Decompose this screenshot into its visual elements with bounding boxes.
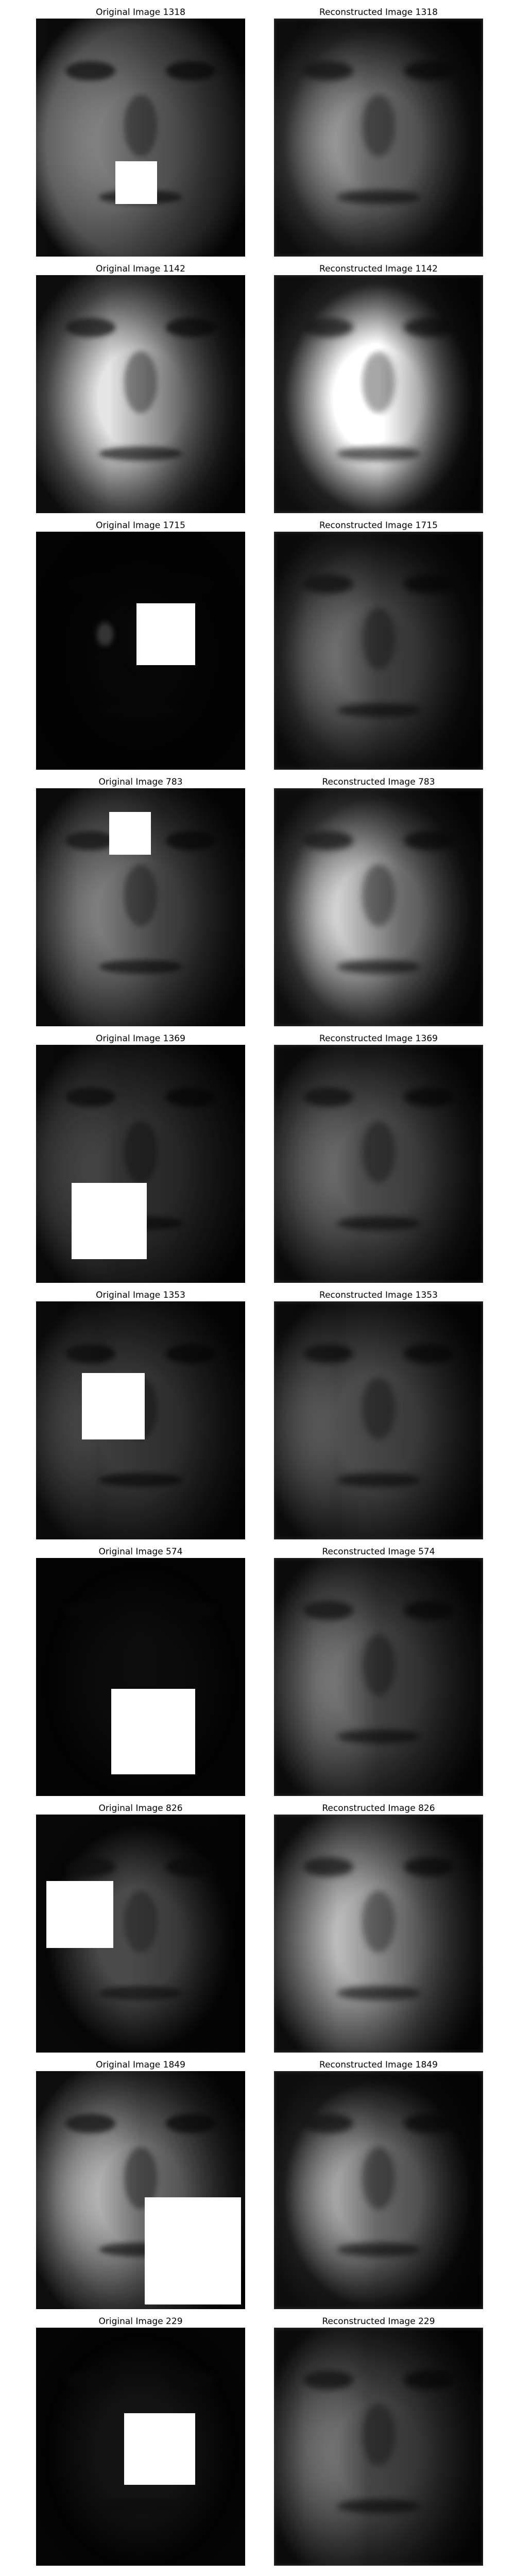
occlusion-patch <box>111 1689 195 1775</box>
reconstructed-face-image <box>274 532 483 770</box>
face-portrait <box>274 19 483 257</box>
original-image-title: Original Image 574 <box>98 1547 183 1557</box>
lighting-shadow <box>274 2071 483 2309</box>
reconstructed-face-image <box>274 2071 483 2309</box>
reconstructed-face-image <box>274 275 483 513</box>
reconstructed-face-image <box>274 1301 483 1539</box>
original-image-title: Original Image 1353 <box>96 1290 185 1300</box>
reconstructed-image-title: Reconstructed Image 1318 <box>319 7 438 18</box>
mouth <box>98 703 183 718</box>
original-face-image <box>36 2071 245 2309</box>
original-face-image <box>36 19 245 257</box>
original-image-title: Original Image 1142 <box>96 264 185 274</box>
lighting-shadow <box>274 275 483 513</box>
occlusion-patch <box>82 1372 145 1439</box>
reconstructed-image-title: Reconstructed Image 1353 <box>319 1290 438 1300</box>
left-eye <box>65 1601 116 1620</box>
left-eye <box>65 574 116 594</box>
lighting-shadow <box>36 275 245 513</box>
lighting-shadow <box>274 1558 483 1796</box>
original-face-image <box>36 1558 245 1796</box>
face-portrait <box>274 1045 483 1283</box>
reconstructed-image-title: Reconstructed Image 229 <box>322 2316 435 2327</box>
occlusion-patch <box>109 812 151 855</box>
lighting-shadow <box>274 1045 483 1283</box>
reconstructed-image-title: Reconstructed Image 1142 <box>319 264 438 274</box>
original-face-image <box>36 1045 245 1283</box>
reconstructed-face-image <box>274 2328 483 2566</box>
reconstructed-image-title: Reconstructed Image 1715 <box>319 520 438 531</box>
lighting-shadow <box>274 19 483 257</box>
occlusion-patch <box>124 2413 195 2485</box>
reconstructed-face-image <box>274 788 483 1026</box>
face-portrait <box>274 1301 483 1539</box>
face-portrait <box>274 1558 483 1796</box>
reconstructed-face-image <box>274 1045 483 1283</box>
face-portrait <box>36 19 245 257</box>
reconstructed-face-image <box>274 1558 483 1796</box>
mouth <box>98 2499 183 2514</box>
original-image-title: Original Image 1715 <box>96 520 185 531</box>
face-portrait <box>36 1045 245 1283</box>
lighting-shadow <box>274 1815 483 2053</box>
lighting-shadow <box>274 1301 483 1539</box>
right-eye <box>165 1601 216 1620</box>
right-eye <box>165 2370 216 2390</box>
original-image-title: Original Image 229 <box>98 2316 183 2327</box>
original-image-title: Original Image 1849 <box>96 2060 185 2070</box>
face-portrait <box>274 1815 483 2053</box>
face-portrait <box>274 788 483 1026</box>
reconstructed-image-title: Reconstructed Image 826 <box>322 1803 435 1814</box>
highlight <box>96 622 114 646</box>
reconstructed-image-title: Reconstructed Image 783 <box>322 777 435 787</box>
left-eye <box>65 2370 116 2390</box>
lighting-shadow <box>36 19 245 257</box>
original-face-image <box>36 1815 245 2053</box>
original-image-title: Original Image 783 <box>98 777 183 787</box>
original-image-title: Original Image 826 <box>98 1803 183 1814</box>
original-image-title: Original Image 1318 <box>96 7 185 18</box>
face-portrait <box>274 2071 483 2309</box>
face-portrait <box>274 275 483 513</box>
nose <box>124 1634 158 1696</box>
original-image-title: Original Image 1369 <box>96 1033 185 1044</box>
face-portrait <box>274 532 483 770</box>
face-portrait <box>36 1558 245 1796</box>
reconstructed-face-image <box>274 1815 483 2053</box>
right-eye <box>165 574 216 594</box>
lighting-shadow <box>274 788 483 1026</box>
occlusion-patch <box>46 1881 114 1948</box>
original-face-image <box>36 1301 245 1539</box>
reconstructed-image-title: Reconstructed Image 1369 <box>319 1033 438 1044</box>
original-face-image <box>36 2328 245 2566</box>
original-face-image <box>36 275 245 513</box>
original-face-image <box>36 788 245 1026</box>
original-face-image <box>36 532 245 770</box>
reconstructed-face-image <box>274 19 483 257</box>
occlusion-patch <box>72 1182 147 1259</box>
reconstructed-image-title: Reconstructed Image 1849 <box>319 2060 438 2070</box>
face-portrait <box>274 2328 483 2566</box>
occlusion-patch <box>136 603 195 665</box>
lighting-shadow <box>274 532 483 770</box>
lighting-shadow <box>274 2328 483 2566</box>
face-portrait <box>36 275 245 513</box>
occlusion-patch <box>145 2197 241 2304</box>
reconstructed-image-title: Reconstructed Image 574 <box>322 1547 435 1557</box>
occlusion-patch <box>115 161 158 205</box>
